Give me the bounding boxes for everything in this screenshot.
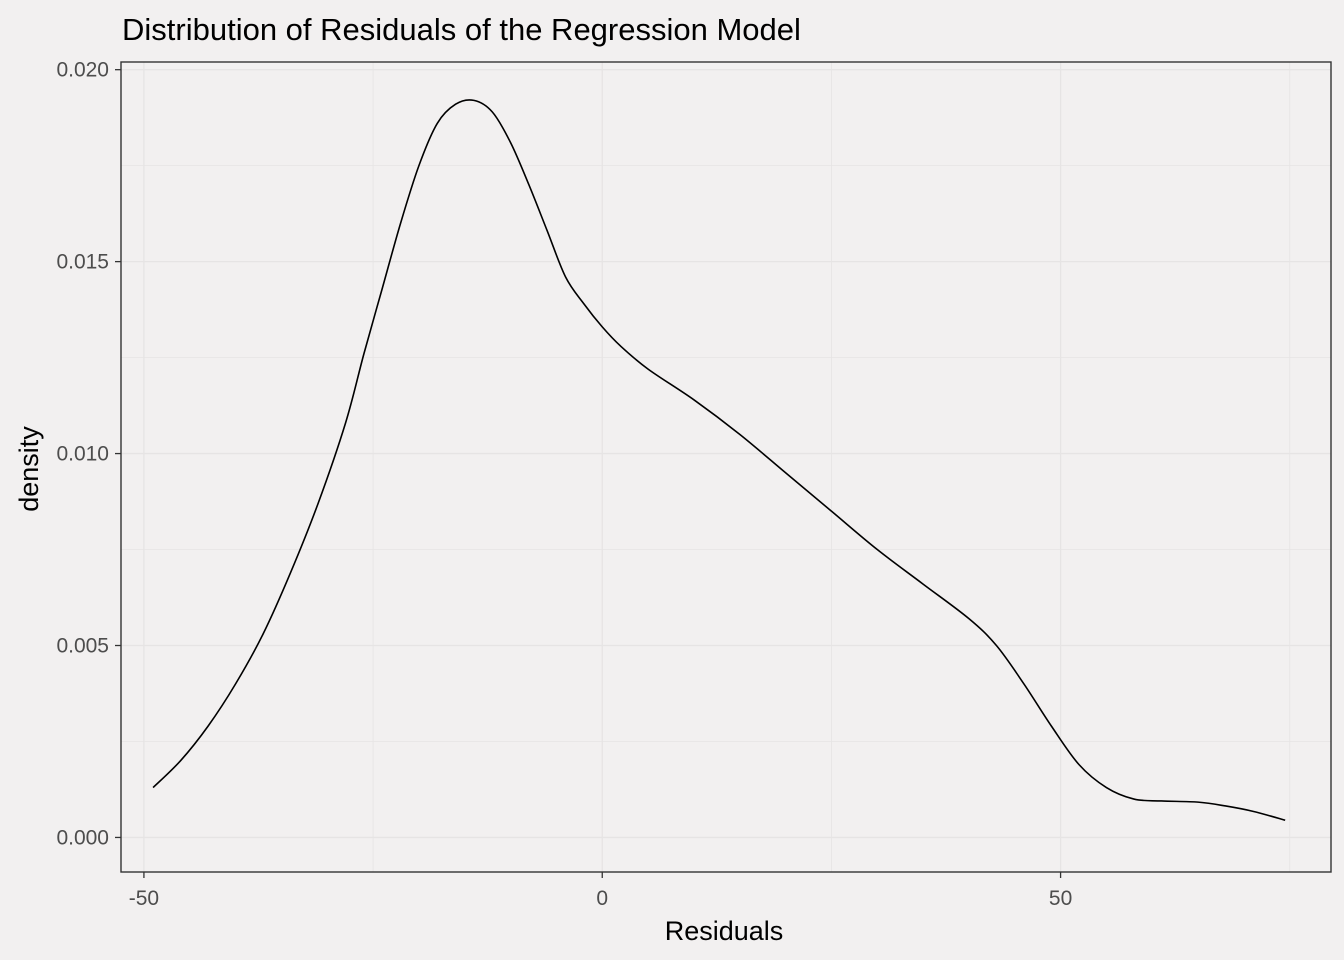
x-axis-label: Residuals	[665, 916, 784, 946]
chart-title: Distribution of Residuals of the Regress…	[122, 12, 801, 47]
panel-border	[120, 61, 1332, 873]
y-tick-label: 0.000	[56, 826, 109, 849]
x-tick-label: 0	[596, 887, 608, 910]
y-tick-label: 0.005	[56, 635, 109, 658]
x-tick-label: -50	[129, 887, 159, 910]
y-axis-label: density	[14, 426, 44, 512]
density-line	[152, 99, 1286, 821]
y-tick-label: 0.015	[56, 251, 109, 274]
grid-lines	[121, 62, 1331, 872]
x-tick-label: 50	[1049, 887, 1072, 910]
y-tick-label: 0.010	[56, 443, 109, 466]
y-tick-label: 0.020	[56, 59, 109, 82]
density-series	[152, 99, 1286, 821]
axes: -50 0 50 0.000 0.005 0.010 0.015 0.020	[56, 59, 1072, 910]
